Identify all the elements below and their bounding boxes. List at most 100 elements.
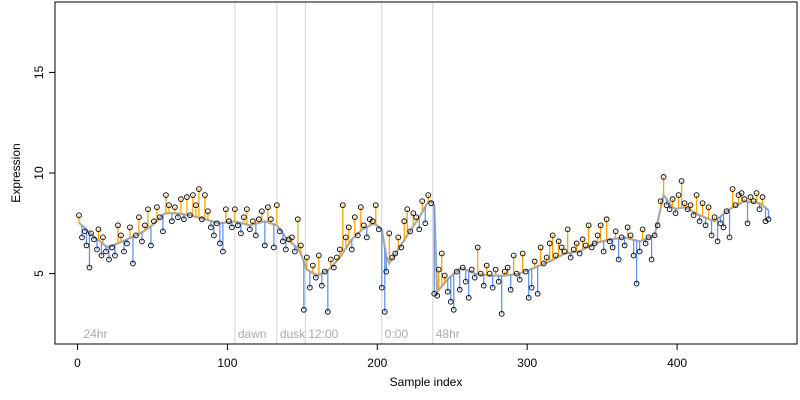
data-point — [407, 228, 414, 235]
data-point — [226, 218, 232, 225]
data-point — [79, 234, 85, 241]
data-point — [564, 226, 571, 233]
data-point — [303, 254, 310, 261]
data-point — [495, 278, 502, 285]
data-point — [94, 246, 100, 253]
data-point — [612, 228, 619, 235]
data-point — [178, 196, 184, 203]
data-point — [603, 216, 610, 223]
data-point — [235, 222, 241, 229]
data-point — [217, 240, 223, 247]
period-label-3: 12:00 — [308, 327, 338, 341]
data-point — [190, 192, 196, 198]
data-point — [687, 202, 694, 209]
data-point — [525, 294, 532, 301]
fitted-line — [78, 192, 770, 295]
data-point — [483, 262, 490, 269]
data-point — [250, 218, 256, 225]
x-tick-label: 300 — [517, 356, 537, 370]
data-point — [208, 224, 214, 231]
x-tick-label: 200 — [367, 356, 387, 370]
data-point — [157, 214, 163, 221]
data-point — [693, 192, 700, 198]
data-point — [202, 192, 208, 198]
data-point — [645, 234, 652, 241]
data-point — [453, 268, 460, 275]
data-point — [166, 202, 172, 209]
x-axis-label: Sample index — [390, 375, 463, 389]
data-point — [339, 202, 346, 209]
data-point — [675, 192, 682, 198]
data-point — [597, 222, 604, 229]
data-point — [699, 200, 706, 207]
data-point — [720, 224, 727, 231]
data-point — [398, 244, 405, 251]
data-point — [193, 202, 199, 209]
data-point — [678, 178, 685, 184]
data-point — [330, 264, 337, 271]
data-point — [163, 192, 169, 198]
data-point — [115, 222, 121, 229]
data-point — [106, 256, 112, 263]
data-point — [717, 220, 724, 227]
data-point — [238, 230, 244, 237]
data-point — [184, 194, 190, 200]
data-point — [510, 252, 517, 259]
x-tick-label: 400 — [667, 356, 687, 370]
data-point — [181, 216, 187, 223]
data-point — [486, 270, 493, 277]
data-point — [654, 222, 661, 229]
data-point — [109, 244, 115, 251]
data-point — [127, 224, 133, 231]
data-point — [100, 234, 106, 241]
data-point — [513, 270, 520, 277]
period-lines — [234, 2, 434, 344]
data-point — [428, 200, 435, 207]
data-point — [621, 242, 628, 249]
data-point — [232, 206, 238, 213]
period-label-1: dawn — [238, 327, 267, 341]
data-point — [336, 246, 343, 253]
data-point — [657, 198, 664, 205]
data-point — [247, 226, 253, 233]
data-point — [504, 264, 511, 271]
data-point — [306, 284, 313, 291]
y-axis: 5 10 15 — [32, 65, 56, 277]
data-point — [220, 248, 226, 255]
data-point — [507, 286, 514, 293]
data-point — [95, 226, 102, 233]
x-tick-label: 100 — [217, 356, 237, 370]
data-point — [318, 282, 325, 289]
data-point — [726, 234, 733, 241]
data-point — [211, 232, 217, 239]
data-point — [609, 244, 616, 251]
data-point — [265, 204, 271, 211]
data-point — [142, 222, 148, 229]
data-point — [196, 186, 202, 192]
data-point — [327, 256, 334, 263]
data-point — [175, 214, 181, 221]
data-point — [130, 260, 136, 267]
data-point — [139, 238, 145, 245]
data-point — [474, 244, 481, 251]
data-point — [434, 292, 441, 299]
data-point — [663, 202, 670, 209]
data-point — [148, 242, 154, 249]
data-point — [321, 268, 328, 275]
data-point — [154, 204, 160, 211]
data-point — [401, 218, 408, 225]
data-point — [558, 244, 565, 251]
data-point — [389, 254, 396, 261]
data-point — [636, 248, 643, 255]
data-point — [570, 246, 577, 253]
data-point — [489, 284, 496, 291]
data-point — [91, 236, 97, 243]
data-point — [579, 236, 586, 243]
data-point — [187, 212, 193, 219]
data-point — [594, 232, 601, 239]
data-point — [291, 248, 298, 255]
period-labels: 24hr dawn dusk 12:00 0:00 48hr — [83, 327, 459, 341]
data-point — [274, 202, 280, 209]
data-point — [465, 294, 472, 301]
data-point — [118, 232, 124, 239]
